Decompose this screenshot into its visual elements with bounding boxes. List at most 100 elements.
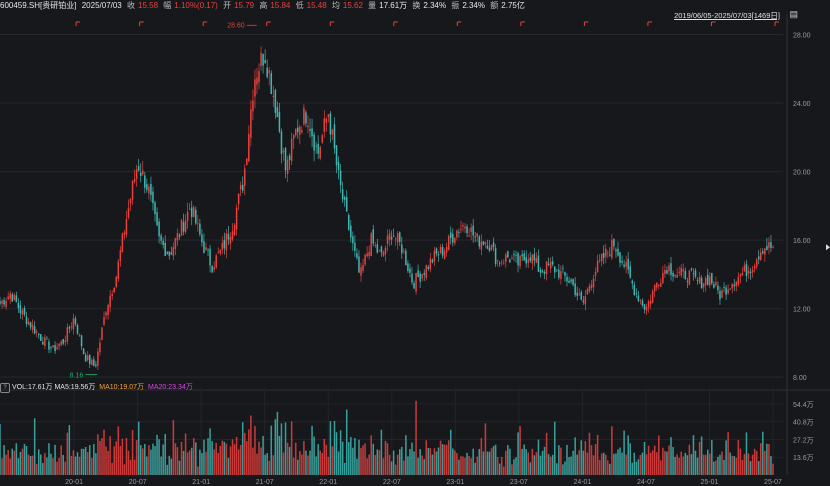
- candle-body: [74, 318, 77, 325]
- candle-body: [496, 260, 499, 261]
- candle-body: [484, 241, 487, 244]
- volume-bar: [647, 445, 650, 475]
- candle-body: [727, 289, 729, 294]
- volume-bar: [303, 440, 305, 475]
- volume-bar: [680, 451, 682, 475]
- volume-bar: [201, 453, 203, 475]
- volume-bar: [454, 450, 456, 475]
- candle-body: [439, 246, 442, 253]
- volume-bar: [706, 449, 709, 475]
- volume-bar: [174, 443, 177, 475]
- candle-body: [647, 301, 650, 308]
- volume-bar: [733, 456, 736, 475]
- volume-bar: [221, 440, 224, 475]
- volume-bar: [3, 445, 5, 475]
- volume-bar: [486, 451, 489, 475]
- candle-body: [572, 278, 574, 285]
- candle-body: [209, 248, 211, 266]
- volume-bar: [621, 452, 623, 475]
- candle-body: [576, 292, 578, 296]
- candle-body: [558, 269, 560, 278]
- volume-bar: [676, 454, 678, 475]
- volume-bar: [562, 464, 564, 475]
- volume-bar: [715, 460, 717, 475]
- volume-bar: [335, 432, 338, 475]
- ma20-text: MA20:23.34万: [147, 384, 193, 391]
- candle-body: [137, 166, 140, 171]
- volume-bar: [470, 458, 472, 475]
- volume-bar: [490, 448, 493, 475]
- volume-bar: [64, 461, 67, 475]
- volume-bar: [403, 460, 405, 475]
- volume-bar: [529, 462, 532, 475]
- candle-body: [256, 77, 258, 85]
- menu-icon[interactable]: ▤: [789, 9, 798, 19]
- volume-bar: [582, 450, 585, 475]
- volume-bar: [396, 454, 399, 475]
- candle-body: [719, 291, 721, 300]
- candle-body: [219, 249, 222, 254]
- candle-body: [751, 269, 754, 273]
- candle-body: [398, 232, 401, 242]
- volume-bar: [384, 440, 387, 475]
- max-price-label: 28.60: [227, 22, 245, 29]
- volume-bar: [250, 415, 252, 475]
- candle-body: [702, 283, 705, 288]
- volume-bar: [5, 454, 7, 475]
- candle-body: [233, 225, 236, 235]
- volume-bar: [474, 462, 476, 475]
- volume-bar: [547, 454, 550, 475]
- volume-bar: [11, 448, 14, 475]
- volume-bar: [154, 445, 156, 475]
- period-marker: [647, 21, 652, 26]
- candle-body: [456, 230, 458, 238]
- candle-body: [178, 235, 181, 237]
- volume-bar: [558, 445, 560, 475]
- volume-bar: [523, 444, 525, 475]
- candle-body: [264, 60, 266, 63]
- volume-tick-label: 13.6万: [793, 454, 814, 462]
- candle-body: [354, 242, 356, 251]
- volume-bar: [405, 435, 407, 475]
- period-marker: [329, 21, 335, 26]
- date-range-selector[interactable]: 2019/06/05-2025/07/03[1469日]: [674, 11, 780, 20]
- volume-bar: [737, 440, 740, 475]
- volume-bar: [284, 422, 287, 475]
- help-icon[interactable]: ?: [0, 383, 10, 393]
- candle-body: [82, 348, 85, 354]
- volume-bar: [517, 432, 519, 475]
- volume-bar: [131, 430, 134, 475]
- volume-bar: [227, 457, 230, 475]
- candle-body: [488, 247, 491, 251]
- candle-body: [56, 347, 58, 349]
- candle-body: [698, 276, 701, 284]
- volume-bar: [27, 454, 30, 475]
- volume-bar: [411, 442, 413, 475]
- candle-body: [390, 236, 393, 240]
- candle-body: [315, 145, 317, 147]
- volume-bar: [278, 435, 281, 475]
- candle-body: [527, 259, 530, 264]
- volume-bar: [17, 458, 20, 475]
- volume-bar: [280, 423, 283, 475]
- volume-bar: [372, 443, 375, 475]
- volume-bar: [390, 461, 393, 475]
- candle-body: [523, 253, 525, 261]
- volume-bar: [307, 455, 309, 475]
- volume-bar: [374, 455, 377, 475]
- x-tick-label: 22-07: [383, 479, 401, 486]
- candle-body: [60, 341, 62, 345]
- volume-bar: [260, 447, 262, 475]
- volume-bar: [56, 461, 58, 475]
- volume-bar: [666, 451, 668, 475]
- candle-body: [511, 257, 513, 259]
- candle-body: [405, 250, 407, 266]
- volume-bar: [15, 443, 18, 475]
- candle-body: [146, 184, 148, 190]
- volume-bar: [101, 438, 103, 475]
- candle-body: [7, 296, 9, 300]
- candle-body: [500, 261, 503, 263]
- volume-bar: [492, 445, 495, 475]
- volume-bar: [25, 446, 28, 475]
- volume-bar: [248, 429, 250, 475]
